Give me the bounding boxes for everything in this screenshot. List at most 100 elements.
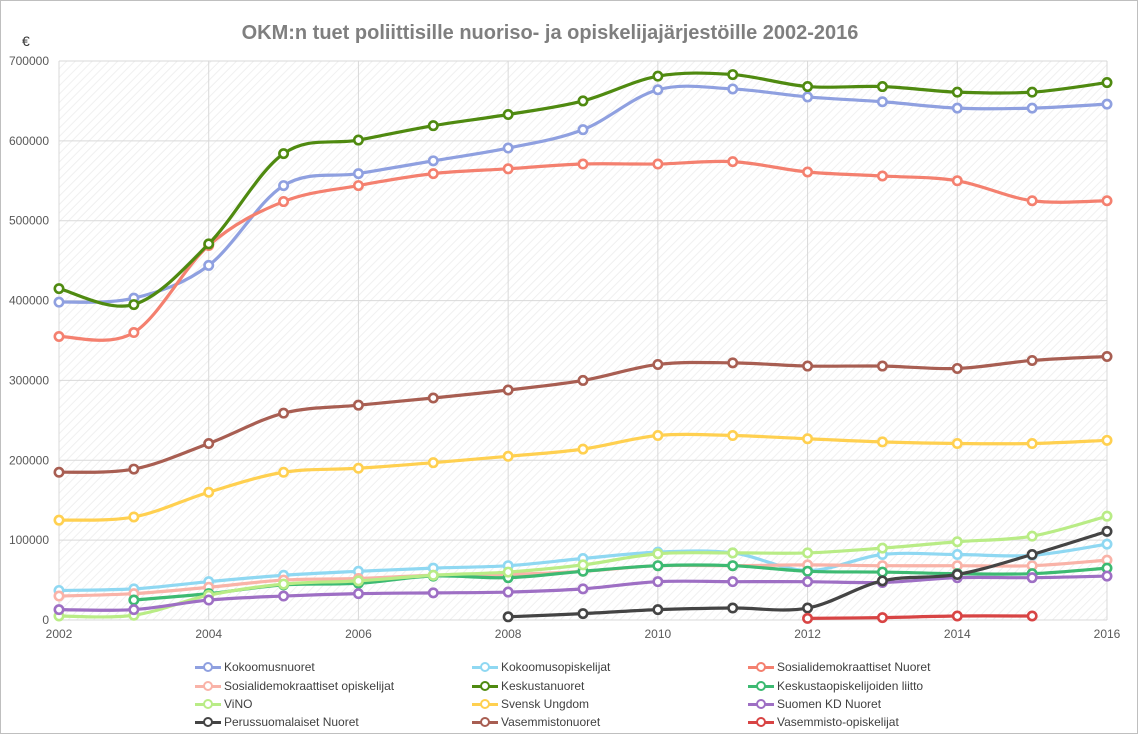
data-point xyxy=(1101,98,1113,110)
series-keskustanuoret xyxy=(53,69,1113,311)
data-point xyxy=(951,362,963,374)
data-point xyxy=(278,180,290,192)
data-point xyxy=(427,392,439,404)
legend-item: Keskustaopiskelijoiden liitto xyxy=(748,679,923,693)
data-point xyxy=(951,568,963,580)
data-point xyxy=(502,384,514,396)
legend-label: Vasemmisto-opiskelijat xyxy=(777,715,899,729)
data-point xyxy=(128,511,140,523)
data-point xyxy=(802,81,814,93)
x-tick-label: 2002 xyxy=(46,627,73,641)
data-point xyxy=(502,566,514,578)
data-point xyxy=(352,399,364,411)
series-svensk-ungdom xyxy=(53,430,1113,526)
data-point xyxy=(427,587,439,599)
data-point xyxy=(727,602,739,614)
legend-marker-icon xyxy=(748,661,774,673)
series-vasemmistonuoret xyxy=(53,350,1113,478)
data-point xyxy=(427,457,439,469)
legend-marker-icon xyxy=(195,698,221,710)
data-point xyxy=(352,588,364,600)
data-point xyxy=(53,590,65,602)
data-point xyxy=(502,109,514,121)
data-point xyxy=(577,374,589,386)
data-point xyxy=(951,86,963,98)
data-point xyxy=(876,566,888,578)
data-point xyxy=(502,450,514,462)
y-tick-label: 100000 xyxy=(9,533,49,547)
data-point xyxy=(577,158,589,170)
data-point xyxy=(502,611,514,623)
data-point xyxy=(1026,86,1038,98)
data-point xyxy=(951,175,963,187)
data-point xyxy=(203,259,215,271)
data-point xyxy=(652,430,664,442)
data-point xyxy=(128,463,140,475)
data-point xyxy=(352,180,364,192)
data-point xyxy=(577,443,589,455)
data-point xyxy=(727,547,739,559)
legend-label: Vasemmistonuoret xyxy=(501,715,601,729)
y-tick-label: 600000 xyxy=(9,134,49,148)
y-axis-unit: € xyxy=(22,33,30,49)
data-point xyxy=(203,594,215,606)
y-tick-label: 500000 xyxy=(9,214,49,228)
data-point xyxy=(652,560,664,572)
data-point xyxy=(203,438,215,450)
legend-item: Keskustanuoret xyxy=(472,679,584,693)
legend-label: Perussuomalaiset Nuoret xyxy=(224,715,359,729)
data-point xyxy=(876,360,888,372)
legend-item: ViNO xyxy=(195,697,252,711)
data-point xyxy=(1026,438,1038,450)
data-point xyxy=(577,124,589,136)
series-perussuomalaiset-nuoret xyxy=(502,525,1113,623)
data-point xyxy=(1026,610,1038,622)
series-kokoomusnuoret xyxy=(53,83,1113,308)
data-point xyxy=(951,536,963,548)
data-point xyxy=(876,96,888,108)
series-line xyxy=(58,71,1108,308)
data-point xyxy=(652,358,664,370)
data-point xyxy=(652,604,664,616)
data-point xyxy=(802,166,814,178)
legend-marker-icon xyxy=(748,680,774,692)
legend-marker-icon xyxy=(195,661,221,673)
y-tick-label: 400000 xyxy=(9,294,49,308)
data-point xyxy=(128,594,140,606)
data-point xyxy=(53,283,65,295)
x-tick-label: 2016 xyxy=(1094,627,1121,641)
legend-marker-icon xyxy=(748,716,774,728)
data-point xyxy=(203,238,215,250)
legend-label: Keskustanuoret xyxy=(501,679,585,693)
data-point xyxy=(1026,549,1038,561)
data-point xyxy=(278,407,290,419)
legend-item: Sosialidemokraattiset opiskelijat xyxy=(195,679,394,693)
legend-marker-icon xyxy=(748,698,774,710)
data-point xyxy=(802,547,814,559)
data-point xyxy=(427,120,439,132)
data-point xyxy=(352,168,364,180)
legend-item: Sosialidemokraattiset Nuoret xyxy=(748,660,930,674)
data-point xyxy=(652,84,664,96)
x-tick-label: 2008 xyxy=(495,627,522,641)
legend-item: Kokoomusopiskelijat xyxy=(472,660,610,674)
data-point xyxy=(1101,525,1113,537)
data-point xyxy=(352,575,364,587)
data-point xyxy=(876,542,888,554)
data-point xyxy=(652,158,664,170)
data-point xyxy=(278,466,290,478)
legend-marker-icon xyxy=(472,680,498,692)
y-tick-label: 300000 xyxy=(9,373,49,387)
data-point xyxy=(278,590,290,602)
data-point xyxy=(727,83,739,95)
legend-label: Suomen KD Nuoret xyxy=(777,697,882,711)
data-point xyxy=(427,168,439,180)
data-point xyxy=(802,91,814,103)
legend-marker-icon xyxy=(195,680,221,692)
data-point xyxy=(427,155,439,167)
data-point xyxy=(727,357,739,369)
data-point xyxy=(128,604,140,616)
data-point xyxy=(577,95,589,107)
legend-label: Kokoomusnuoret xyxy=(224,660,315,674)
data-point xyxy=(1101,350,1113,362)
